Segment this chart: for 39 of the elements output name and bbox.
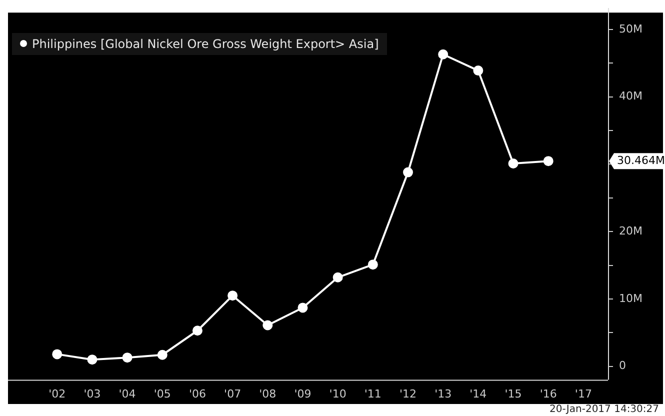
point <box>368 260 378 270</box>
point <box>403 167 413 178</box>
y-tick-label: 0 <box>619 359 626 372</box>
x-tick-label: '02 <box>48 387 66 400</box>
x-tick-label: '03 <box>84 387 101 400</box>
point <box>473 66 484 76</box>
point <box>228 290 238 301</box>
text: 30.464M <box>617 154 665 167</box>
x-tick-label: '17 <box>574 387 592 400</box>
x-tick-label: '10 <box>329 387 346 400</box>
point <box>332 272 343 282</box>
x-tick-label: '15 <box>504 387 522 400</box>
x-tick-label: '05 <box>154 387 171 400</box>
point <box>52 349 62 360</box>
point <box>122 352 132 363</box>
x-tick-label: '11 <box>364 387 382 400</box>
x-tick-label: '07 <box>224 387 242 400</box>
x-tick-label: '06 <box>188 387 206 400</box>
legend-label: Philippines [Global Nickel Ore Gross Weight Export> Asia] <box>31 37 379 51</box>
x-tick-label: '14 <box>470 387 487 400</box>
y-tick-label: 10M <box>619 292 642 305</box>
point <box>543 156 554 166</box>
point <box>262 320 273 330</box>
x-tick-label: '12 <box>399 387 417 400</box>
text: 20-Jan-2017 14:30:27 <box>550 404 659 415</box>
point <box>87 354 98 365</box>
point <box>157 350 168 360</box>
x-tick-label: '13 <box>434 387 452 400</box>
x-tick-label: '04 <box>118 387 136 400</box>
point <box>192 326 202 336</box>
point <box>508 158 518 169</box>
y-tick-label: 40M <box>619 90 642 103</box>
x-tick-label: '08 <box>259 387 276 400</box>
x-tick-label: '16 <box>540 387 557 400</box>
y-tick-label: 50M <box>619 22 642 36</box>
point <box>438 49 448 60</box>
y-tick-label: 20M <box>619 224 642 238</box>
point <box>298 302 308 313</box>
x-tick-label: '09 <box>294 387 312 400</box>
